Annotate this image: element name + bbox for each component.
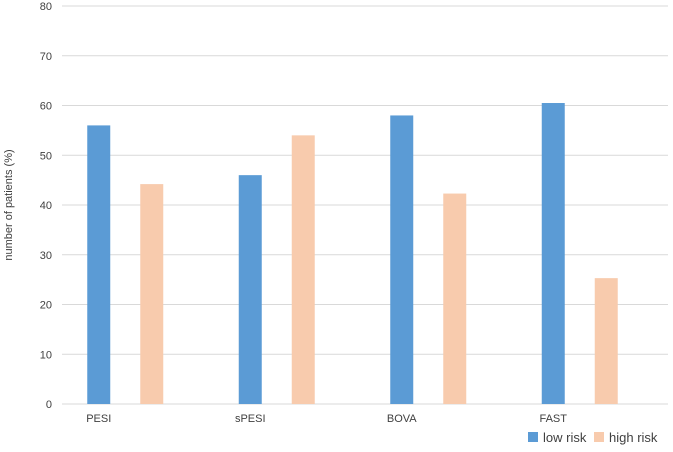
y-tick-label: 60 [40, 101, 52, 113]
y-tick-label: 30 [40, 250, 52, 262]
y-tick-label: 70 [40, 51, 52, 63]
bar-high-risk-fast [594, 278, 618, 404]
bar-high-risk-bova [443, 193, 467, 404]
x-tick-label: PESI [86, 413, 111, 425]
x-tick-label: sPESI [235, 413, 266, 425]
y-tick-label: 20 [40, 300, 52, 312]
y-tick-label: 10 [40, 349, 52, 361]
legend: low risk high risk [528, 430, 658, 445]
y-axis-title: number of patients (%) [3, 149, 15, 260]
x-axis-tick-labels: PESI sPESI BOVA FAST [86, 413, 567, 425]
legend-swatch [528, 432, 538, 442]
bar-low-risk-spesi [238, 175, 262, 404]
bar-high-risk-pesi [140, 184, 164, 404]
x-tick-label: BOVA [387, 413, 417, 425]
legend-label: low risk [543, 430, 587, 445]
bar-low-risk-bova [390, 115, 414, 404]
y-tick-label: 40 [40, 200, 52, 212]
x-tick-label: FAST [539, 413, 567, 425]
y-tick-label: 50 [40, 150, 52, 162]
y-tick-label: 80 [40, 1, 52, 13]
legend-swatch [594, 432, 604, 442]
bar-low-risk-pesi [87, 125, 111, 405]
y-axis-tick-labels: 0 10 20 30 40 50 60 70 80 [40, 1, 52, 411]
legend-label: high risk [609, 430, 658, 445]
y-tick-label: 0 [46, 399, 52, 411]
bar-low-risk-fast [541, 103, 565, 404]
bar-high-risk-spesi [291, 135, 315, 404]
bars [87, 103, 618, 405]
